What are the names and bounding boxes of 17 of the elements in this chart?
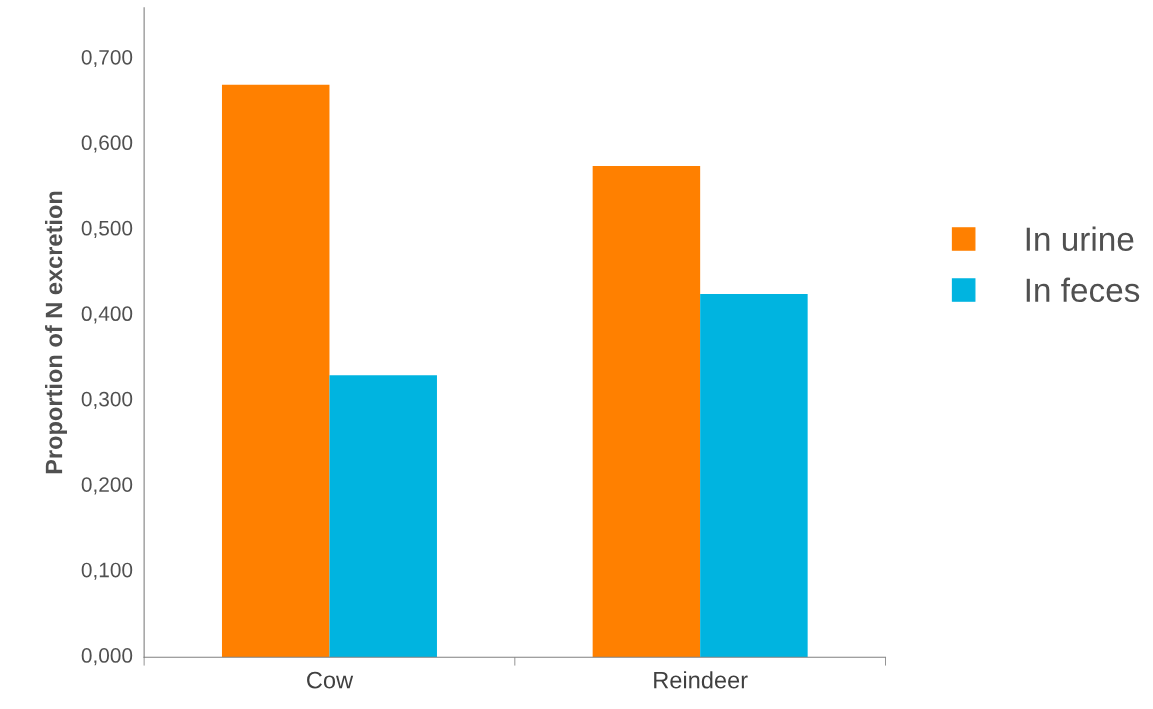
y-tick-label: 0,600 [81,135,133,153]
x-tick-label: Reindeer [654,671,748,689]
bar [329,375,437,658]
y-tick-label: 0,000 [81,648,133,666]
legend-label: In urine [1026,226,1134,251]
bar [221,84,330,658]
y-tick-label: 0,200 [81,477,133,495]
y-tick-label: 0,400 [81,306,133,324]
x-tick-label: Cow [307,671,354,689]
y-tick-label: 0,300 [81,391,133,409]
y-tick-label: 0,500 [81,220,133,239]
bar [592,165,701,658]
y-tick-label: 0,100 [81,562,133,580]
y-tick-label: 0,700 [81,49,133,68]
y-axis-title: Proportion of N excretion [44,191,67,474]
legend-label: In feces [1026,277,1140,303]
bar [700,294,808,658]
